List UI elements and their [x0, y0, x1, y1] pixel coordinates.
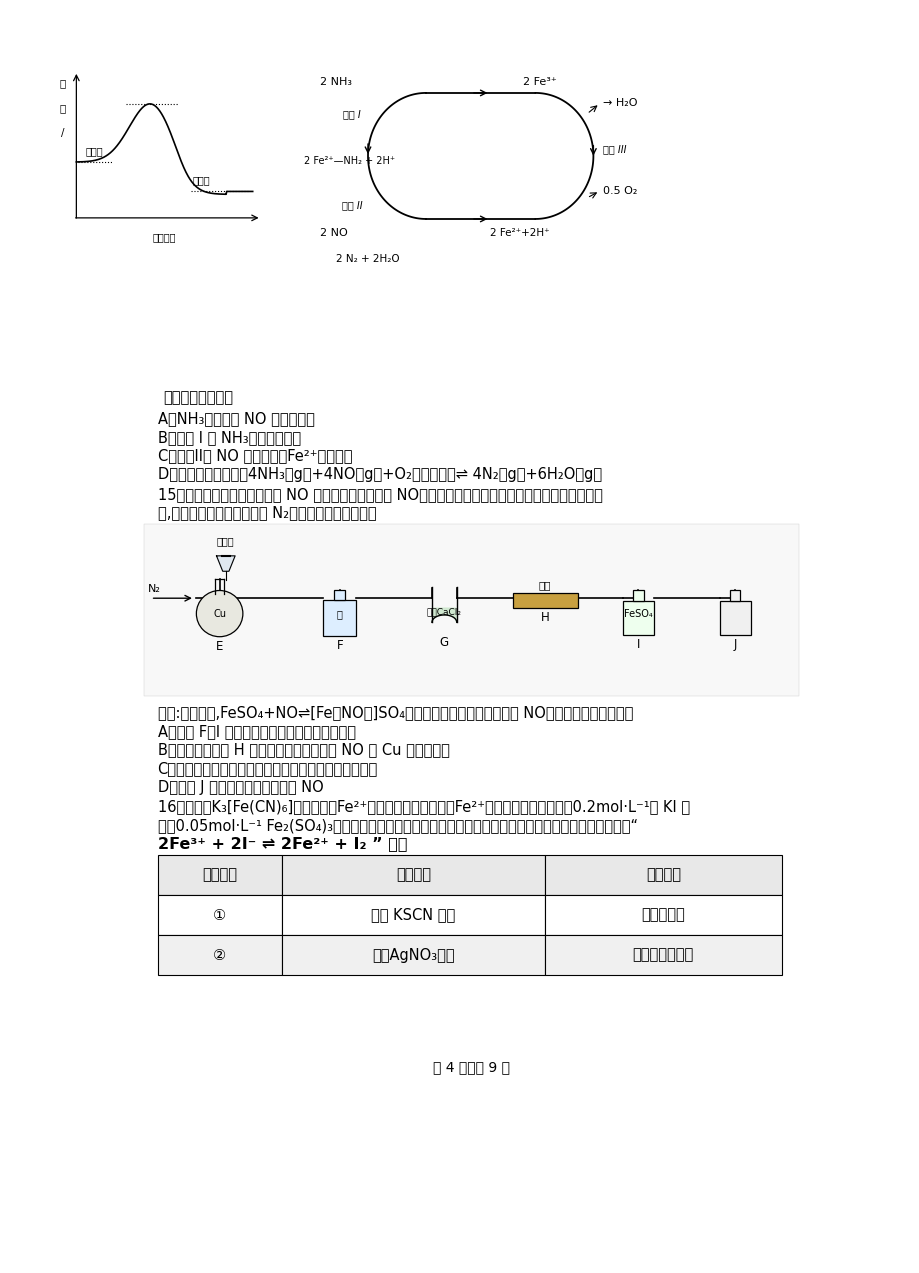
Polygon shape [216, 556, 235, 572]
Bar [281, 936, 545, 975]
Text: 下列说法正确的是: 下列说法正确的是 [163, 390, 233, 405]
Bar [632, 591, 643, 601]
Text: FeSO₄: FeSO₄ [623, 610, 652, 620]
Text: 2 Fe³⁺: 2 Fe³⁺ [522, 78, 556, 88]
Text: 2 Fe²⁺—NH₂ + 2H⁺: 2 Fe²⁺—NH₂ + 2H⁺ [303, 157, 394, 167]
Text: 无水CaCl₂: 无水CaCl₂ [426, 607, 461, 616]
Text: 前,向装置中通入一段时间的 N₂，排尽装置内的空气。: 前,向装置中通入一段时间的 N₂，排尽装置内的空气。 [157, 505, 376, 521]
Bar [545, 936, 780, 975]
Text: → H₂O: → H₂O [603, 98, 637, 108]
Text: 生成物: 生成物 [193, 176, 210, 186]
Bar [334, 589, 345, 600]
Text: ①: ① [213, 908, 226, 923]
Text: A．装置 F、I 中的试剂依次为水、硫酸亚铁溶液: A．装置 F、I 中的试剂依次为水、硫酸亚铁溶液 [157, 724, 356, 740]
Text: 溶液变红色: 溶液变红色 [641, 908, 685, 923]
Text: 2Fe³⁺ + 2I⁻ ⇌ 2Fe²⁺ + I₂ ” 的是: 2Fe³⁺ + 2I⁻ ⇌ 2Fe²⁺ + I₂ ” 的是 [157, 836, 407, 852]
Text: 实验现象: 实验现象 [645, 867, 680, 882]
Text: 水: 水 [336, 610, 342, 620]
Bar [157, 855, 281, 895]
Text: 实验编号: 实验编号 [202, 867, 237, 882]
Polygon shape [432, 608, 456, 622]
Text: G: G [439, 636, 448, 649]
Text: 已知:在溶液中,FeSO₄+NO⇌[Fe（NO）]SO₄（棕色），该反应可用于检验 NO。下列说法不正确的是: 已知:在溶液中,FeSO₄+NO⇌[Fe（NO）]SO₄（棕色），该反应可用于检… [157, 705, 632, 719]
Text: 过程 III: 过程 III [603, 144, 626, 154]
Text: H: H [540, 611, 549, 624]
Bar [323, 600, 356, 636]
Text: 2 NH₃: 2 NH₃ [320, 78, 351, 88]
Text: E: E [216, 640, 223, 653]
Text: 滴入AgNO₃溶液: 滴入AgNO₃溶液 [371, 947, 454, 962]
Text: 铜粉: 铜粉 [539, 579, 550, 589]
Text: 0.5 O₂: 0.5 O₂ [603, 186, 637, 196]
Text: 量: 量 [59, 103, 65, 113]
Text: 2 N₂ + 2H₂O: 2 N₂ + 2H₂O [335, 255, 399, 265]
FancyBboxPatch shape [144, 524, 798, 695]
Text: ②: ② [213, 947, 226, 962]
Text: 16．已知：K₃[Fe(CN)₆]溶液是检验Fe²⁺的试剂，若溶液中存在Fe²⁺，将产生蓝色沉淀。将0.2mol·L⁻¹的 KI 溶: 16．已知：K₃[Fe(CN)₆]溶液是检验Fe²⁺的试剂，若溶液中存在Fe²⁺… [157, 799, 689, 815]
Text: B．过程 I 中 NH₃断裂非极性键: B．过程 I 中 NH₃断裂非极性键 [157, 430, 301, 446]
Text: I: I [636, 638, 639, 652]
Text: 过程 I: 过程 I [343, 109, 360, 118]
Text: C．实验结束后，先熄灭酒精灯，再关闭分液漏斗的活塞: C．实验结束后，先熄灭酒精灯，再关闭分液漏斗的活塞 [157, 761, 378, 777]
Bar [281, 855, 545, 895]
Bar [545, 855, 780, 895]
Text: 滴入 KSCN 溶液: 滴入 KSCN 溶液 [371, 908, 455, 923]
Bar [512, 593, 577, 608]
Text: N₂: N₂ [148, 583, 161, 593]
Text: 反应物: 反应物 [85, 146, 103, 157]
Text: B．若观察到装置 H 中红色粉末变黑色，则 NO 与 Cu 发生了反应: B．若观察到装置 H 中红色粉末变黑色，则 NO 与 Cu 发生了反应 [157, 742, 449, 757]
Text: 液和0.05mol·L⁻¹ Fe₂(SO₄)₃溶液等体积混合后，取混合液分别完成下列实验，能说明溶液中存在化学平衡“: 液和0.05mol·L⁻¹ Fe₂(SO₄)₃溶液等体积混合后，取混合液分别完成… [157, 819, 637, 833]
Text: 稀硝酸: 稀硝酸 [217, 537, 234, 546]
Bar [545, 895, 780, 936]
Bar [719, 601, 750, 635]
Text: 能: 能 [59, 79, 65, 88]
Text: A．NH₃催化还原 NO 为吸热反应: A．NH₃催化还原 NO 为吸热反应 [157, 411, 314, 426]
Bar [622, 601, 652, 635]
Text: 过程 II: 过程 II [341, 200, 362, 210]
Circle shape [196, 591, 243, 636]
Bar [729, 591, 740, 601]
Text: Cu: Cu [213, 608, 226, 619]
Text: D．脱硝的总反应为：4NH₃（g）+4NO（g）+O₂（催化剂）⇌ 4N₂（g）+6H₂O（g）: D．脱硝的总反应为：4NH₃（g）+4NO（g）+O₂（催化剂）⇌ 4N₂（g）… [157, 467, 601, 482]
Text: J: J [732, 638, 736, 652]
Text: D．装置 J 收集的气体中一定不含 NO: D．装置 J 收集的气体中一定不含 NO [157, 779, 323, 794]
Text: 15．某学习小组设计实验探究 NO 与铜粉的反应并检验 NO，实验装置如图所示（夹持装置略）。实验开始: 15．某学习小组设计实验探究 NO 与铜粉的反应并检验 NO，实验装置如图所示（… [157, 488, 602, 502]
Bar [281, 895, 545, 936]
Text: 实验操作: 实验操作 [395, 867, 430, 882]
Text: 2 NO: 2 NO [320, 228, 347, 238]
Text: 有黄色沉淀生成: 有黄色沉淀生成 [632, 947, 693, 962]
Text: 2 Fe²⁺+2H⁺: 2 Fe²⁺+2H⁺ [490, 228, 550, 238]
Text: C．过程II中 NO 为氧化剂，Fe²⁺为还原剂: C．过程II中 NO 为氧化剂，Fe²⁺为还原剂 [157, 448, 352, 463]
Text: /: / [61, 129, 64, 139]
Text: 第 4 页，共 9 页: 第 4 页，共 9 页 [433, 1060, 509, 1074]
Text: 反应过程: 反应过程 [153, 233, 176, 243]
Bar [157, 936, 281, 975]
Bar [157, 895, 281, 936]
Text: F: F [336, 639, 343, 652]
